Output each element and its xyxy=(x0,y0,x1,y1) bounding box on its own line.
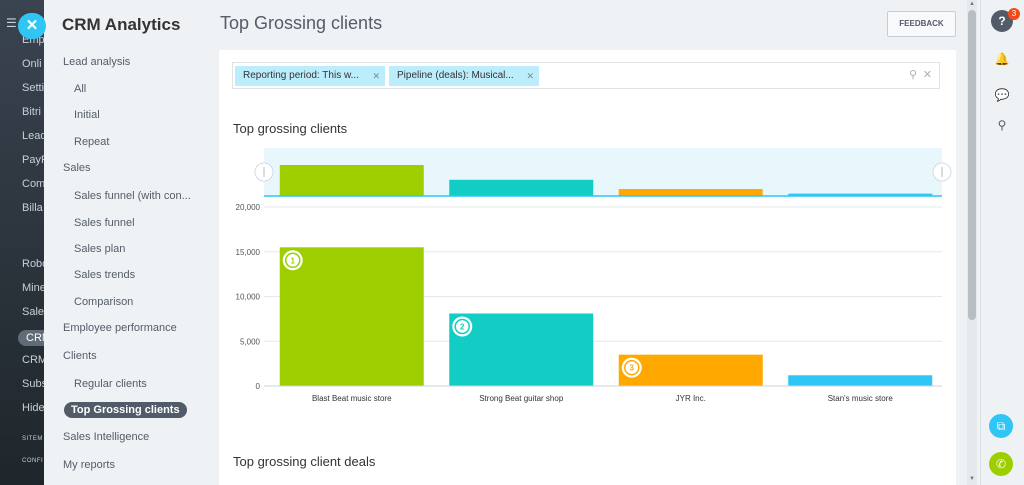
chat-icon[interactable]: 💬 xyxy=(994,88,1010,102)
rank-ring xyxy=(454,318,470,335)
clear-filter-icon[interactable]: ✕ xyxy=(922,69,932,81)
rank-number: 2 xyxy=(460,323,465,332)
hamburger-icon[interactable]: ☰ xyxy=(6,16,17,30)
portal-menu-item[interactable]: SITEM xyxy=(22,436,43,442)
portal-menu-item[interactable]: Robo xyxy=(22,258,44,270)
rank-number: 3 xyxy=(630,364,635,373)
help-badge: 3 xyxy=(1008,8,1020,20)
analytics-menu: CRM Analytics Lead analysis All Initial Rep… xyxy=(44,0,205,485)
navigator-bar xyxy=(449,179,594,196)
search-icon[interactable]: ⚲ xyxy=(908,69,917,81)
rank-ring xyxy=(285,252,301,269)
menu-item[interactable]: Employee performance xyxy=(63,322,177,334)
portal-menu-item[interactable]: CRM xyxy=(22,354,44,366)
portal-menu-item[interactable]: Bitri xyxy=(22,106,41,118)
portal-menu-item[interactable]: CRM xyxy=(18,330,44,346)
bar xyxy=(618,354,763,386)
scroll-up-icon[interactable]: ▲ xyxy=(969,1,975,7)
bar xyxy=(449,313,594,386)
y-tick-label: 10,000 xyxy=(236,293,261,302)
menu-item[interactable]: Sales funnel xyxy=(74,217,135,229)
menu-item[interactable]: Sales Intelligence xyxy=(63,431,150,443)
report-card: Reporting period: This w... ✕ Pipeline (… xyxy=(219,50,956,485)
portal-menu-item[interactable]: Onli xyxy=(22,58,42,70)
filter-chip-pipeline[interactable]: Pipeline (deals): Musical... ✕ xyxy=(389,66,539,86)
y-tick-label: 20,000 xyxy=(236,203,261,212)
menu-item[interactable]: Sales plan xyxy=(74,243,126,255)
menu-item[interactable]: Initial xyxy=(74,109,100,121)
portal-menu-item[interactable]: Setti xyxy=(22,82,44,94)
filter-bar[interactable]: Reporting period: This w... ✕ Pipeline (… xyxy=(232,62,940,89)
menu-item[interactable]: Comparison xyxy=(74,296,134,308)
menu-item[interactable]: Sales funnel (with con... xyxy=(74,190,191,202)
portal-menu-item[interactable]: Billa xyxy=(22,202,43,214)
portal-menu-item[interactable]: Sales xyxy=(22,306,44,318)
search-icon[interactable]: ⚲ xyxy=(997,118,1007,132)
menu-item[interactable]: Sales xyxy=(63,162,91,174)
portal-menu-item[interactable]: Hide xyxy=(22,402,44,414)
page-title: Top Grossing clients xyxy=(220,13,383,33)
y-tick-label: 5,000 xyxy=(240,337,261,346)
x-tick-label: Blast Beat music store xyxy=(312,394,392,403)
close-slider-button[interactable]: ✕ xyxy=(18,13,46,39)
portal-menu-item[interactable]: Lead xyxy=(22,130,44,142)
portal-menu-item[interactable]: Mine xyxy=(22,282,44,294)
menu-item[interactable]: Clients xyxy=(63,350,97,362)
remove-chip-icon[interactable]: ✕ xyxy=(372,71,380,81)
portal-menu-item[interactable]: CONFI xyxy=(22,458,44,464)
navigator-bar xyxy=(279,165,424,196)
menu-item[interactable]: Regular clients xyxy=(74,378,147,390)
slider-panel: CRM Analytics Lead analysis All Initial Rep… xyxy=(44,0,980,485)
portal-menu-item[interactable]: Com xyxy=(22,178,44,190)
filter-chip-label: Pipeline (deals): Musical... xyxy=(397,70,514,81)
top-clients-chart: 0 5,000 10,000 15,000 20,000 1 Blast Beat musi… xyxy=(236,148,952,403)
menu-item[interactable]: Lead analysis xyxy=(63,56,131,68)
feedback-button[interactable]: FEEDBACK xyxy=(887,11,956,37)
rank-number: 1 xyxy=(291,256,296,265)
remove-chip-icon[interactable]: ✕ xyxy=(526,71,534,81)
portal-menu-item[interactable]: Subs xyxy=(22,378,44,390)
y-tick-label: 0 xyxy=(256,382,261,391)
x-tick-label: Strong Beat guitar shop xyxy=(479,394,564,403)
bar xyxy=(788,375,933,386)
chart-section-title: Top grossing clients xyxy=(233,121,348,136)
navigator-bar xyxy=(618,189,763,196)
rank-ring xyxy=(624,359,640,376)
menu-title: CRM Analytics xyxy=(62,15,181,34)
help-icon[interactable]: ? xyxy=(991,10,1013,32)
menu-item[interactable]: Sales trends xyxy=(74,269,136,281)
right-toolbar: ? 3 🔔 💬 ⚲ ⧉ ✆ xyxy=(980,0,1024,485)
scroll-thumb[interactable] xyxy=(968,10,976,320)
portal-sidebar: ☰ EmpOnliSettiBitriLeadPayFComBillaRoboM… xyxy=(0,0,44,485)
navigator-bar xyxy=(788,193,933,196)
filter-chip-period[interactable]: Reporting period: This w... ✕ xyxy=(235,66,385,86)
filter-chip-label: Reporting period: This w... xyxy=(243,70,359,81)
scroll-down-icon[interactable]: ▼ xyxy=(969,476,975,482)
x-tick-label: Stan's music store xyxy=(828,394,894,403)
bar xyxy=(279,247,424,386)
bell-icon[interactable]: 🔔 xyxy=(994,52,1010,66)
menu-item[interactable]: Top Grossing clients xyxy=(64,402,187,418)
menu-item[interactable]: All xyxy=(74,83,87,95)
page-scrollbar[interactable]: ▲ ▼ xyxy=(967,0,977,485)
y-tick-label: 15,000 xyxy=(236,248,261,257)
deals-section-title: Top grossing client deals xyxy=(233,454,376,469)
portal-menu-item[interactable]: PayF xyxy=(22,154,44,166)
phone-icon[interactable]: ✆ xyxy=(989,452,1013,476)
menu-item[interactable]: My reports xyxy=(63,459,115,471)
menu-item[interactable]: Repeat xyxy=(74,136,110,148)
open-lines-icon[interactable]: ⧉ xyxy=(989,414,1013,438)
x-tick-label: JYR Inc. xyxy=(676,394,706,403)
